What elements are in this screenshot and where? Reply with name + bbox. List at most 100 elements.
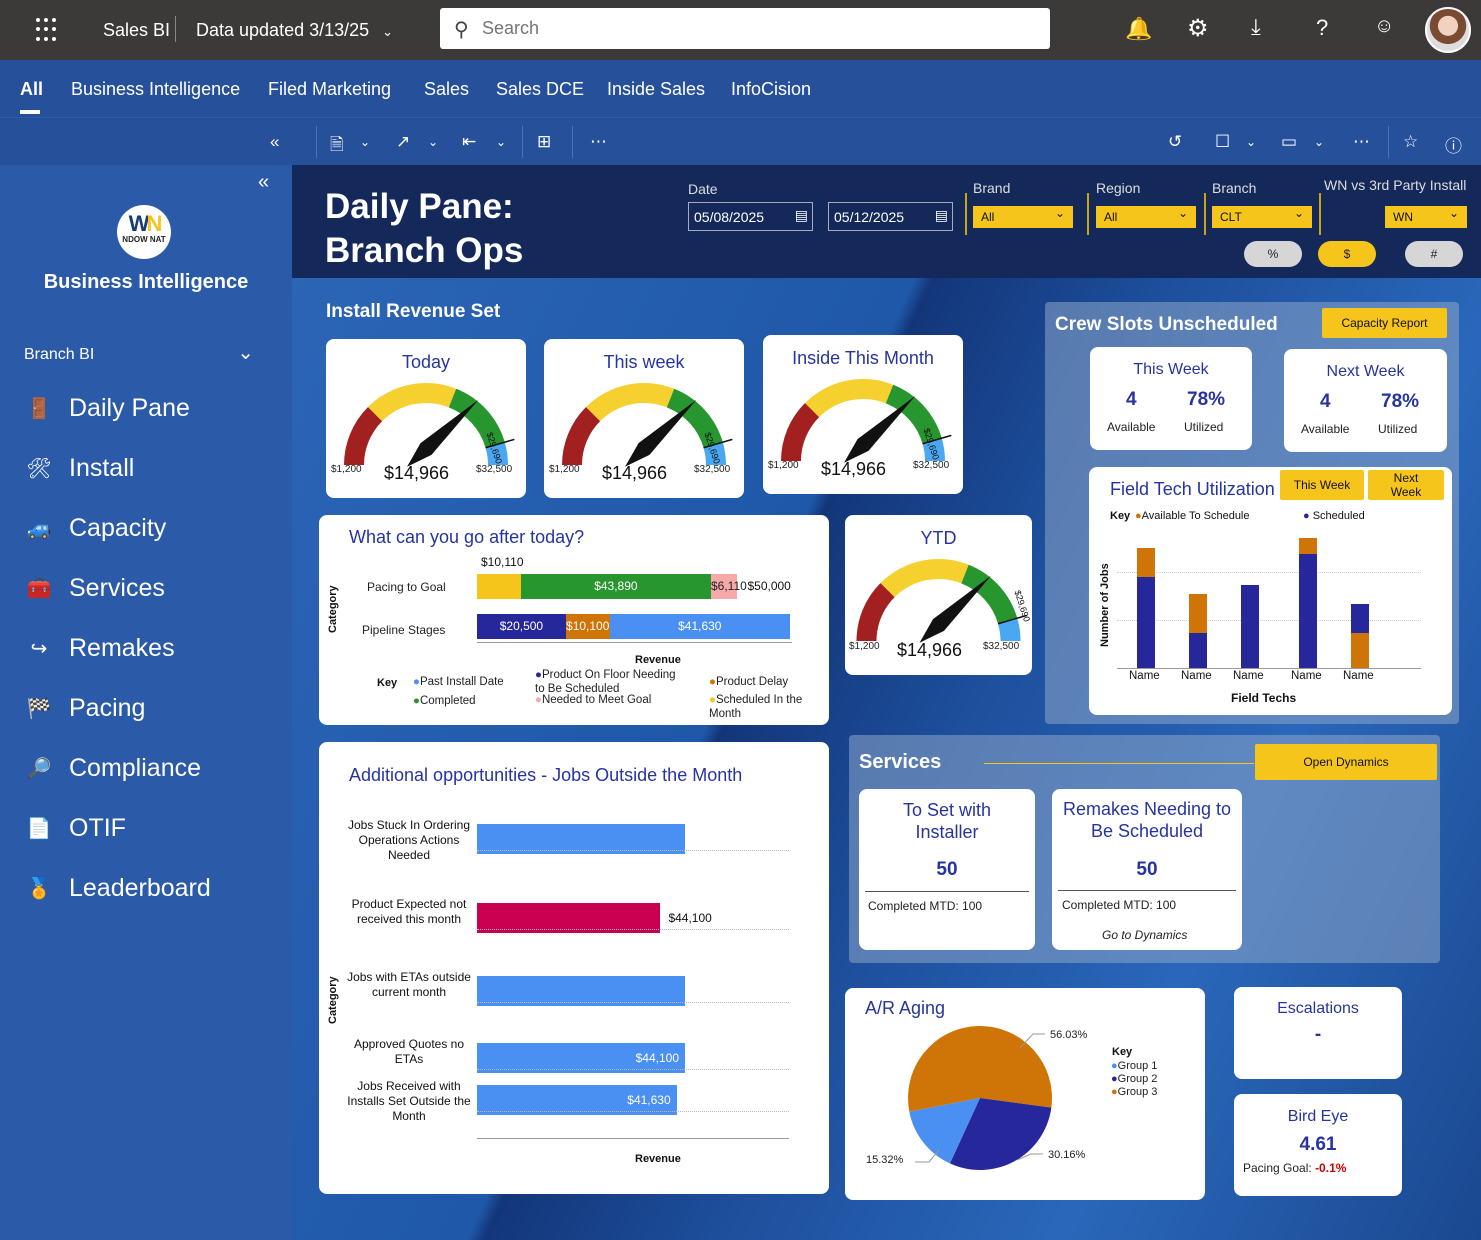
stacked-bar-segment[interactable]: $20,500 [477,614,566,639]
sidebar-item-otif[interactable]: 📄 OTIF [24,808,126,848]
gauge-card-ytd[interactable]: YTD $1,200 $32,500 $14,966 $29,690 [845,515,1032,675]
chevron-down-icon[interactable]: ⌄ [428,135,439,149]
stacked-bar-segment[interactable]: $41,630 [609,614,790,639]
add-page-icon[interactable]: ⊞ [537,132,552,151]
scheduled-bar[interactable] [1189,632,1207,668]
pie-slice [949,1098,1052,1170]
more-icon[interactable]: ⋯ [1353,132,1370,151]
brand-dropdown[interactable]: All ⌄ [973,206,1073,228]
toggle-dollar-button[interactable]: $ [1318,241,1376,267]
help-icon[interactable]: ? [1316,15,1329,40]
gauge-card-inside-month[interactable]: Inside This Month $1,200 $32,500 $14,966… [763,335,963,494]
stacked-bar-segment[interactable]: $10,110 [477,555,524,599]
capacity-report-button[interactable]: Capacity Report [1322,308,1447,338]
sidebar-item-capacity[interactable]: 🚙 Capacity [24,508,167,548]
scheduled-bar[interactable] [1137,577,1155,668]
sidebar-item-daily-pane[interactable]: 🚪 Daily Pane [24,388,190,428]
toggle-percent-button[interactable]: % [1244,241,1302,267]
collapse-pane-icon[interactable]: « [270,132,280,151]
next-week-button[interactable]: Next Week [1368,470,1444,500]
gear-icon[interactable]: ⚙ [1187,15,1209,42]
open-dynamics-button[interactable]: Open Dynamics [1255,744,1437,780]
bird-eye-card[interactable]: Bird Eye 4.61 Pacing Goal: -0.1% [1234,1094,1402,1196]
opportunity-bar[interactable] [477,976,685,1006]
search-input[interactable] [482,16,1032,40]
share-icon[interactable]: ↗ [396,132,411,151]
go-to-dynamics-link[interactable]: Go to Dynamics [1102,928,1188,942]
date-from-input[interactable]: 05/08/2025 ▤ [688,202,813,231]
sidebar-item-pacing[interactable]: 🏁 Pacing [24,688,146,728]
grid-line [1117,619,1421,621]
crew-this-week-card: This Week 4 78% Available Utilized [1090,347,1252,450]
sidebar-item-remakes[interactable]: ↪ Remakes [24,628,175,668]
chevron-down-icon[interactable]: ⌄ [1314,135,1325,149]
truck-icon: 🚙 [26,517,52,540]
toolbox-icon: 🧰 [26,577,52,600]
tab-business-intelligence[interactable]: Business Intelligence [71,79,241,99]
favorite-icon[interactable]: ☆ [1403,132,1419,151]
chevron-down-icon[interactable]: ⌄ [360,135,371,149]
category-label: Jobs Received with Installs Set Outside … [347,1079,471,1123]
first-page-icon[interactable]: ⇤ [462,132,477,151]
tab-all[interactable]: All [20,79,44,99]
opportunity-bar[interactable] [477,903,661,933]
sidebar-item-leaderboard[interactable]: 🏅 Leaderboard [24,868,211,908]
tab-filed-marketing[interactable]: Filed Marketing [268,79,392,99]
opportunity-bar[interactable] [477,1085,677,1115]
more-icon[interactable]: ⋯ [590,132,607,151]
report-toolbar: « 🗎 ⌄ ↗ ⌄ ⇤ ⌄ ⊞ ⋯ ↺ ☐ ⌄ ▭ ⌄ ⋯ ☆ ⓘ [0,117,1481,165]
stacked-bar-segment[interactable]: $6,110 [711,574,747,599]
sidebar-section-dropdown[interactable]: Branch BI ⌄ [24,342,254,364]
row-total-label: $50,000 [747,579,791,593]
data-updated-dropdown[interactable]: Data updated 3/13/25 ⌄ [196,20,393,41]
collapse-sidebar-icon[interactable]: « [258,171,270,193]
feedback-icon[interactable]: ☺ [1374,15,1395,37]
app-name[interactable]: Sales BI [103,20,171,40]
sidebar-item-install[interactable]: 🛠 Install [24,448,134,488]
available-bar[interactable] [1189,593,1207,633]
available-bar[interactable] [1137,548,1155,577]
download-icon[interactable]: ⤓ [1251,14,1261,39]
wn-dropdown[interactable]: WN ⌄ [1385,206,1467,228]
bell-icon[interactable]: 🔔 [1125,16,1153,41]
sidebar-item-label: Capacity [69,513,167,542]
region-dropdown[interactable]: All ⌄ [1096,206,1196,228]
date-to-input[interactable]: 05/12/2025 ▤ [828,202,953,231]
stacked-bar-segment[interactable]: $43,890 [520,574,711,599]
this-week-button[interactable]: This Week [1280,470,1364,500]
gauge-card-this-week[interactable]: This week $1,200 $32,500 $14,966 $29,690 [544,339,744,498]
gauge-card-today[interactable]: Today $1,200 $32,500 $14,966 $29,690 [326,339,526,498]
tab-sales-dce[interactable]: Sales DCE [496,79,585,99]
field-tech-xlabel: Field Techs [1231,691,1297,705]
slice-label-group2: 30.16% [1048,1149,1086,1161]
tab-inside-sales[interactable]: Inside Sales [607,79,706,99]
scheduled-bar[interactable] [1299,553,1317,668]
sidebar-item-compliance[interactable]: 🔎 Compliance [24,748,201,788]
toggle-count-button[interactable]: # [1405,241,1463,267]
stacked-bar-segment[interactable]: $10,100 [565,614,610,639]
avatar[interactable] [1425,7,1471,53]
scheduled-bar[interactable] [1351,632,1369,668]
bookmark-icon[interactable]: ☐ [1215,132,1231,151]
tab-infocision[interactable]: InfoCision [731,79,812,99]
chevron-down-icon[interactable]: ⌄ [1246,135,1257,149]
chevron-down-icon[interactable]: ⌄ [496,135,507,149]
available-bar[interactable] [1351,604,1369,633]
view-icon[interactable]: ▭ [1281,132,1298,151]
scheduled-bar[interactable] [1241,584,1259,668]
sidebar-item-services[interactable]: 🧰 Services [24,568,165,608]
escalations-card[interactable]: Escalations - [1234,987,1402,1079]
file-icon[interactable]: 🗎 [330,135,344,154]
available-bar[interactable] [1299,538,1317,554]
opportunity-bar[interactable] [477,1043,685,1073]
key-title: Key [1112,1046,1133,1058]
branch-dropdown[interactable]: CLT ⌄ [1212,206,1312,228]
leader-line [1019,1033,1045,1049]
tab-sales[interactable]: Sales [424,79,470,99]
key-scheduled: ● Scheduled [1303,510,1365,522]
info-icon[interactable]: ⓘ [1445,137,1462,156]
opportunity-bar[interactable] [477,824,685,854]
app-launcher-icon[interactable] [36,18,60,42]
reset-icon[interactable]: ↺ [1168,132,1183,151]
search-box[interactable]: ⚲ [440,8,1050,49]
